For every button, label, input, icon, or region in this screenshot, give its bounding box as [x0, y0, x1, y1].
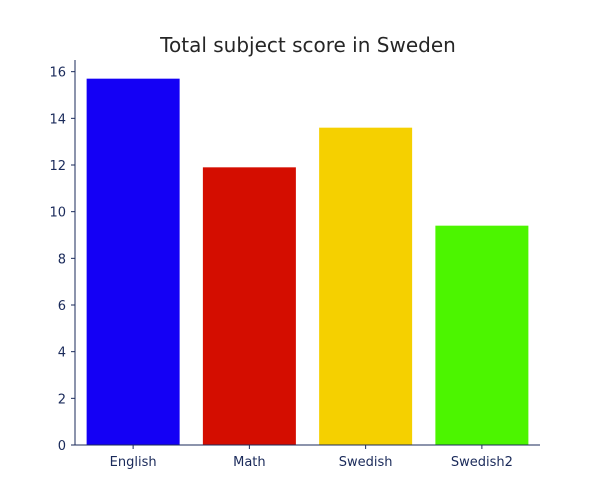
y-tick-label: 8	[58, 252, 66, 267]
y-tick-label: 2	[58, 392, 66, 407]
y-tick-label: 4	[58, 346, 66, 361]
x-tick-label: Math	[233, 455, 266, 470]
chart-title: Total subject score in Sweden	[159, 33, 456, 57]
x-axis: English Math Swedish Swedish2	[110, 445, 513, 470]
bar-swedish2	[435, 225, 529, 445]
y-tick-label: 12	[49, 159, 66, 174]
y-axis: 0 2 4 6 8 10 12 14 16	[49, 66, 75, 454]
y-tick-label: 16	[49, 66, 66, 81]
bars-group	[86, 78, 529, 446]
y-tick-label: 14	[49, 112, 66, 127]
bar-math	[202, 167, 296, 445]
y-tick-label: 6	[58, 299, 66, 314]
bar-swedish	[319, 127, 413, 446]
x-tick-label: English	[110, 455, 157, 470]
x-tick-label: Swedish	[339, 455, 393, 470]
y-tick-label: 10	[49, 206, 66, 221]
y-tick-label: 0	[58, 439, 66, 454]
bar-english	[86, 78, 180, 446]
x-tick-label: Swedish2	[451, 455, 513, 470]
